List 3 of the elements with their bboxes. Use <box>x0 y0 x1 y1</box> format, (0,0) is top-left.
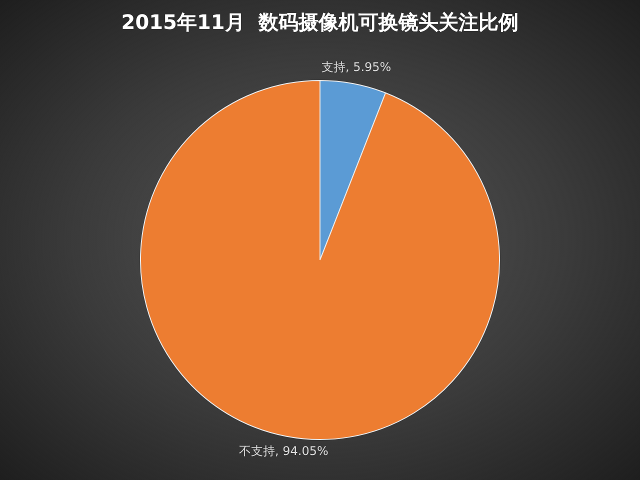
slice-label: 支持, 5.95% <box>321 60 392 74</box>
slice-label: 不支持, 94.05% <box>238 444 328 458</box>
chart-title: 2015年11月 数码摄像机可换镜头关注比例 <box>121 10 519 34</box>
